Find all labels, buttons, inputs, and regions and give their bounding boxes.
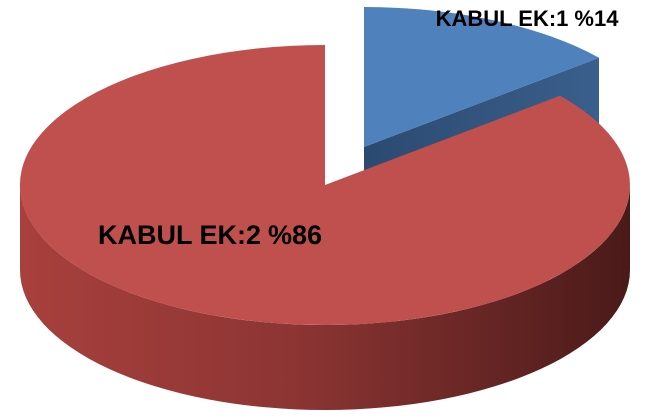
slice-side xyxy=(20,185,630,410)
slice xyxy=(19,44,630,325)
slice-label: KABUL EK:2 %86 xyxy=(98,220,322,250)
slice-label: KABUL EK:1 %14 xyxy=(436,6,620,31)
pie xyxy=(19,7,630,410)
value-label: %86 xyxy=(268,220,322,250)
category-label: KABUL EK:1 xyxy=(436,6,569,31)
category-label: KABUL EK:2 xyxy=(98,220,261,250)
value-label: %14 xyxy=(574,6,619,31)
slice xyxy=(364,7,599,147)
